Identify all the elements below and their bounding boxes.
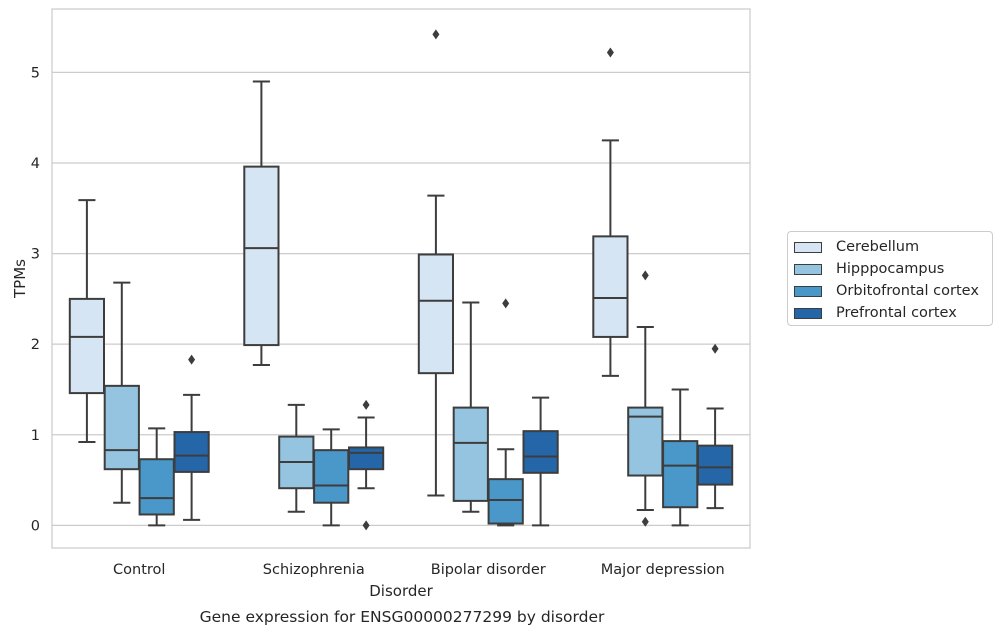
box-1-3 <box>347 399 385 531</box>
box-3-3 <box>696 343 734 510</box>
box-iqr <box>173 431 210 473</box>
box-iqr <box>138 458 175 516</box>
y-axis-label: TPMs <box>11 259 29 299</box>
legend-label-orbitofrontal: Orbitofrontal cortex <box>836 283 979 299</box>
x-axis-label: Disorder <box>369 582 433 600</box>
x-tick-labels: Control Schizophrenia Bipolar disorder Majo… <box>113 562 725 578</box>
box-2-3 <box>522 396 559 527</box>
box-0-0 <box>68 199 106 444</box>
box-0-1 <box>103 281 140 504</box>
box-3-1 <box>627 270 664 527</box>
box-2-1 <box>452 301 489 513</box>
legend-label-prefrontal: Prefrontal cortex <box>836 305 957 321</box>
grid-lines <box>52 71 750 526</box>
legend-item-prefrontal: Prefrontal cortex <box>794 302 986 324</box>
x-tick-label: Bipolar disorder <box>431 562 546 578</box>
box-0-2 <box>138 427 175 527</box>
legend-swatch-cerebellum <box>794 241 822 253</box>
chart-title: Gene expression for ENSG00000277299 by d… <box>200 608 605 626</box>
x-tick-label: Schizophrenia <box>263 562 365 578</box>
box-iqr <box>696 444 734 486</box>
legend-item-hippocampus: Hipppocampus <box>794 258 986 280</box>
y-tick-label: 2 <box>31 337 40 353</box>
box-iqr <box>592 235 629 338</box>
x-tick-label: Control <box>113 562 165 578</box>
outlier-point <box>606 47 614 58</box>
box-iqr <box>627 406 664 477</box>
y-tick-label: 0 <box>31 518 40 534</box>
box-iqr <box>522 430 559 474</box>
y-tick-label: 4 <box>31 156 40 172</box>
box-iqr <box>68 297 106 395</box>
plot-frame <box>51 8 751 549</box>
box-iqr <box>243 165 280 347</box>
outlier-point <box>641 270 649 281</box>
box-1-1 <box>278 403 315 513</box>
y-tick-label: 3 <box>31 247 40 263</box>
y-tick-label: 1 <box>31 428 40 444</box>
box-iqr <box>347 446 385 471</box>
box-3-2 <box>662 388 699 527</box>
y-tick-labels: 0 1 2 3 4 5 <box>31 65 40 534</box>
outlier-point <box>362 520 370 531</box>
box-1-2 <box>313 428 350 527</box>
box-iqr <box>487 478 524 525</box>
outlier-point <box>188 354 196 365</box>
y-tick-label: 5 <box>31 65 40 81</box>
box-groups <box>68 29 734 531</box>
outlier-point <box>711 343 719 354</box>
legend-swatch-prefrontal <box>794 307 822 319</box>
box-iqr <box>417 253 455 375</box>
box-iqr <box>452 406 489 502</box>
legend-label-hippocampus: Hipppocampus <box>836 261 945 277</box>
box-1-0 <box>243 80 280 367</box>
box-iqr <box>313 449 350 504</box>
legend-item-orbitofrontal: Orbitofrontal cortex <box>794 280 986 302</box>
x-tick-label: Major depression <box>601 562 725 578</box>
box-2-0 <box>417 29 455 497</box>
legend-label-cerebellum: Cerebellum <box>836 239 920 255</box>
legend-swatch-hippocampus <box>794 263 822 275</box>
outlier-point <box>502 298 510 309</box>
box-iqr <box>103 384 140 471</box>
box-0-3 <box>173 354 210 521</box>
outlier-point <box>362 399 370 410</box>
box-iqr <box>662 440 699 509</box>
legend-swatch-orbitofrontal <box>794 285 822 297</box>
legend-item-cerebellum: Cerebellum <box>794 236 986 258</box>
chart-legend: Cerebellum Hipppocampus Orbitofrontal co… <box>787 231 993 326</box>
outlier-point <box>641 516 649 527</box>
box-3-0 <box>592 47 629 377</box>
outlier-point <box>432 29 440 40</box>
box-2-2 <box>487 298 524 527</box>
